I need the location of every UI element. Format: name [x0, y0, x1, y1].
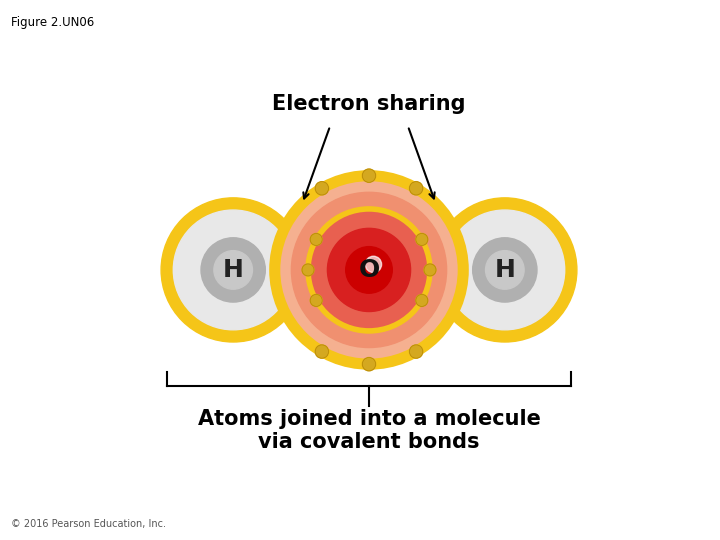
Circle shape [365, 256, 382, 273]
Circle shape [174, 210, 293, 330]
Text: H: H [495, 258, 516, 282]
Circle shape [416, 294, 428, 306]
Circle shape [346, 247, 392, 293]
Circle shape [275, 176, 463, 364]
Circle shape [308, 209, 430, 331]
Circle shape [485, 251, 524, 289]
Text: O: O [359, 258, 379, 282]
Circle shape [472, 238, 537, 302]
Circle shape [362, 357, 376, 371]
Text: Electron sharing: Electron sharing [272, 93, 466, 113]
Circle shape [410, 345, 423, 358]
Circle shape [410, 181, 423, 195]
Circle shape [362, 169, 376, 183]
Circle shape [433, 198, 577, 342]
Circle shape [161, 198, 305, 342]
Circle shape [424, 264, 436, 276]
Circle shape [201, 238, 266, 302]
Circle shape [445, 210, 564, 330]
Circle shape [302, 264, 314, 276]
Text: Figure 2.UN06: Figure 2.UN06 [11, 16, 94, 29]
Circle shape [328, 228, 410, 312]
Circle shape [310, 233, 322, 245]
Circle shape [310, 294, 322, 306]
Circle shape [292, 192, 446, 348]
Circle shape [416, 233, 428, 245]
Text: Atoms joined into a molecule
via covalent bonds: Atoms joined into a molecule via covalen… [197, 409, 541, 452]
Circle shape [315, 345, 328, 358]
Circle shape [214, 251, 253, 289]
Circle shape [315, 181, 328, 195]
Text: © 2016 Pearson Education, Inc.: © 2016 Pearson Education, Inc. [11, 519, 166, 529]
Text: H: H [222, 258, 243, 282]
